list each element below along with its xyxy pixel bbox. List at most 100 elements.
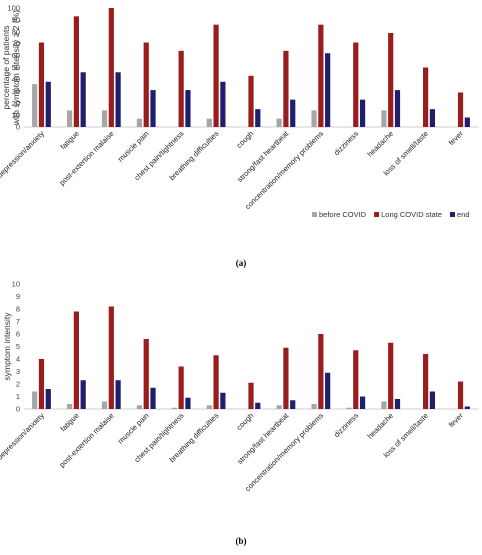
y-tick-label: 10 [12,111,20,120]
bar [101,401,108,409]
bar [429,391,436,409]
bar [276,405,282,409]
bar [220,392,226,409]
bar [359,99,366,127]
bar [248,75,254,127]
x-tick-label: cough [235,411,256,432]
bar [178,366,184,409]
y-tick-label: 3 [16,367,20,376]
legend-swatch [312,212,317,217]
bar [73,16,79,127]
bar [423,354,429,409]
y-axis-label: symptom intensity [2,312,12,381]
bar [80,72,86,127]
x-tick-label: depression/anxiety [0,411,46,462]
bar [143,339,149,409]
y-tick-label: 100 [7,4,20,13]
chart-b: 0 1 2 3 4 5 6 7 8 9 10 symptom intensity depression/… [0,280,478,546]
y-tick-label: 20 [12,99,20,108]
legend-swatch [449,212,455,217]
bar [394,90,401,127]
x-tick-label: headache [365,129,395,159]
bar [359,396,366,409]
bar [73,311,79,409]
bar [115,72,121,127]
y-tick-label: 8 [16,305,20,314]
bar [311,404,317,409]
x-tick-label: fever [447,129,466,148]
y-tick-label: 9 [16,292,20,301]
bar [457,381,464,409]
bar [318,24,324,127]
bar [381,401,387,409]
legend-swatch [374,212,380,217]
y-tick-label: 50 [12,63,20,72]
bar [80,380,86,409]
x-tick-label: dizziness [332,129,360,157]
bar [388,32,394,127]
bar [136,118,143,127]
legend-label: end [457,210,470,219]
bar [32,391,38,409]
bar [143,42,149,128]
x-tick-label: dizziness [332,411,360,439]
bar [423,67,429,127]
y-axis-label-line2: with symptom intensity ≥ 2 (%) [11,10,21,126]
bar [290,400,296,409]
bar [178,50,184,128]
panel-label: (b) [236,536,247,546]
bar [353,42,359,128]
legend-label: Long COVID state [381,210,442,219]
x-tick-label: depression/anxiety [0,129,46,180]
y-tick-label: 70 [12,39,20,48]
x-tick-label: headache [365,411,395,441]
bar [206,405,212,409]
y-tick-label: 40 [12,75,20,84]
bar [220,81,226,127]
bar [66,404,73,409]
bar [318,334,324,409]
bar [38,42,45,128]
bar [108,8,114,127]
y-tick-label: 6 [16,330,20,339]
x-tick-label: muscle pain [116,411,151,446]
bar [38,359,45,409]
bar [464,117,470,127]
bar [150,90,156,127]
y-tick-label: 1 [16,392,20,401]
bar [353,350,359,409]
x-tick-label: fatigue [59,129,81,151]
bar [101,110,108,127]
bar [283,50,289,128]
bar [32,84,38,127]
y-tick-label: 0 [16,405,20,414]
bar [206,118,212,127]
bar [45,81,51,127]
bar [185,397,191,409]
y-tick-label: 60 [12,51,20,60]
y-axis-label: percentage of patientswith symptom inten… [1,10,21,126]
x-tick-label: muscle pain [116,129,151,164]
bar [108,306,114,409]
bar [150,387,156,409]
bar [394,399,401,409]
x-tick-label: fever [447,411,466,430]
bar [66,110,73,127]
bar [171,407,177,409]
y-tick-label: 5 [16,342,20,351]
bar [213,24,219,127]
bar [248,382,254,409]
bar [311,110,317,127]
y-tick-label: 0 [16,123,20,132]
bar [115,380,121,409]
bar [255,109,261,127]
bar [136,405,143,409]
bar [429,109,436,127]
y-tick-label: 4 [16,355,20,364]
bar [325,372,331,409]
y-tick-label: 90 [12,16,20,25]
y-tick-label: 10 [12,280,20,289]
bar [290,99,296,127]
bar [45,389,51,409]
